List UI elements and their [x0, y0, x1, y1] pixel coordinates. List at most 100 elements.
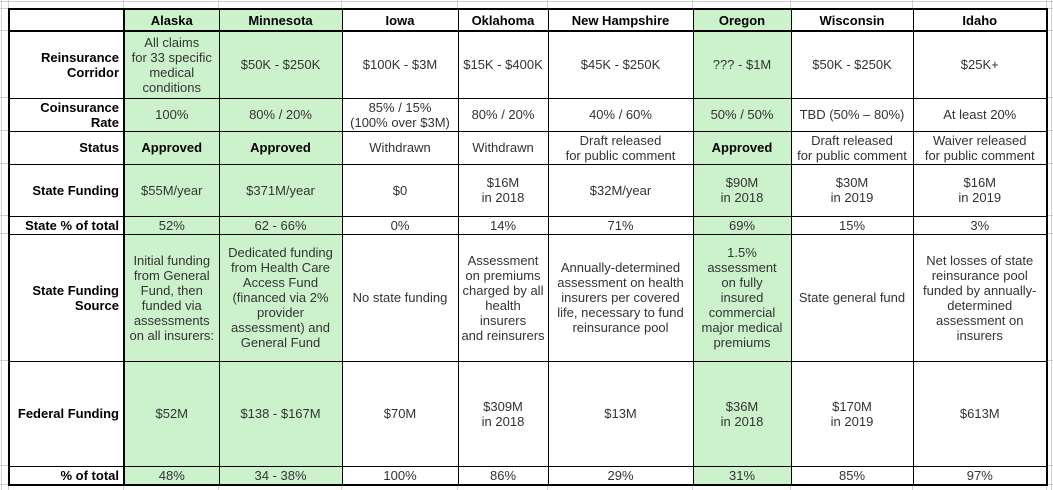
gridline-stub	[1048, 130, 1053, 131]
column-header-alaska[interactable]: Alaska	[123, 8, 220, 32]
cell-state-funding-source-oregon[interactable]: 1.5% assessment on fully insured commerc…	[692, 233, 792, 362]
cell-coinsurance-rate-minnesota[interactable]: 80% / 20%	[218, 97, 343, 132]
cell-status-oklahoma[interactable]: Withdrawn	[457, 130, 549, 165]
gridline-stub	[0, 163, 8, 164]
cell-reinsurance-corridor-new-hampshire[interactable]: $45K - $250K	[547, 30, 694, 99]
gridline-stub	[341, 0, 342, 8]
column-header-minnesota[interactable]: Minnesota	[218, 8, 343, 32]
cell-pct-of-total-alaska[interactable]: 48%	[123, 465, 220, 486]
cell-state-pct-of-total-iowa[interactable]: 0%	[341, 215, 459, 235]
column-header-oregon[interactable]: Oregon	[692, 8, 792, 32]
cell-coinsurance-rate-oklahoma[interactable]: 80% / 20%	[457, 97, 549, 132]
cell-state-funding-minnesota[interactable]: $371M/year	[218, 163, 343, 217]
cell-coinsurance-rate-oregon[interactable]: 50% / 50%	[692, 97, 792, 132]
cell-federal-funding-wisconsin[interactable]: $170M in 2019	[790, 360, 914, 467]
row-label-state-funding-source[interactable]: State Funding Source	[8, 233, 125, 362]
gridline-stub	[1046, 0, 1047, 8]
cell-state-funding-idaho[interactable]: $16M in 2019	[912, 163, 1048, 217]
gridline-stub	[457, 0, 458, 8]
cell-reinsurance-corridor-idaho[interactable]: $25K+	[912, 30, 1048, 99]
cell-pct-of-total-oregon[interactable]: 31%	[692, 465, 792, 486]
column-header-wisconsin[interactable]: Wisconsin	[790, 8, 914, 32]
cell-state-funding-source-oklahoma[interactable]: Assessment on premiums charged by all he…	[457, 233, 549, 362]
row-label-pct-of-total[interactable]: % of total	[8, 465, 125, 486]
column-header-iowa[interactable]: Iowa	[341, 8, 459, 32]
cell-reinsurance-corridor-iowa[interactable]: $100K - $3M	[341, 30, 459, 99]
cell-federal-funding-minnesota[interactable]: $138 - $167M	[218, 360, 343, 467]
cell-state-funding-source-new-hampshire[interactable]: Annually-determined assessment on health…	[547, 233, 694, 362]
cell-state-pct-of-total-alaska[interactable]: 52%	[123, 215, 220, 235]
cell-status-minnesota[interactable]: Approved	[218, 130, 343, 165]
gridline-stub	[0, 8, 8, 9]
cell-status-alaska[interactable]: Approved	[123, 130, 220, 165]
cell-state-funding-source-minnesota[interactable]: Dedicated funding from Health Care Acces…	[218, 233, 343, 362]
cell-state-funding-new-hampshire[interactable]: $32M/year	[547, 163, 694, 217]
cell-coinsurance-rate-alaska[interactable]: 100%	[123, 97, 220, 132]
row-label-state-pct-of-total[interactable]: State % of total	[8, 215, 125, 235]
table-row-state-funding: State Funding $55M/year $371M/year $0 $16M i…	[8, 163, 1048, 217]
cell-pct-of-total-iowa[interactable]: 100%	[341, 465, 459, 486]
gridline-stub	[1046, 486, 1047, 490]
cell-federal-funding-oklahoma[interactable]: $309M in 2018	[457, 360, 549, 467]
row-label-federal-funding[interactable]: Federal Funding	[8, 360, 125, 467]
table-row-state-funding-source: State Funding Source Initial funding from…	[8, 233, 1048, 362]
gridline-stub	[1048, 163, 1053, 164]
cell-status-wisconsin[interactable]: Draft released for public comment	[790, 130, 914, 165]
column-header-oklahoma[interactable]: Oklahoma	[457, 8, 549, 32]
cell-coinsurance-rate-new-hampshire[interactable]: 40% / 60%	[547, 97, 694, 132]
gridline-stub	[1048, 8, 1053, 9]
cell-status-new-hampshire[interactable]: Draft released for public comment	[547, 130, 694, 165]
cell-state-funding-source-wisconsin[interactable]: State general fund	[790, 233, 914, 362]
gridline-stub	[1048, 215, 1053, 216]
cell-state-funding-source-idaho[interactable]: Net losses of state reinsurance pool fun…	[912, 233, 1048, 362]
cell-state-funding-wisconsin[interactable]: $30M in 2019	[790, 163, 914, 217]
cell-pct-of-total-new-hampshire[interactable]: 29%	[547, 465, 694, 486]
row-label-state-funding[interactable]: State Funding	[8, 163, 125, 217]
cell-reinsurance-corridor-oklahoma[interactable]: $15K - $400K	[457, 30, 549, 99]
cell-state-pct-of-total-oklahoma[interactable]: 14%	[457, 215, 549, 235]
row-label-reinsurance-corridor[interactable]: Reinsurance Corridor	[8, 30, 125, 99]
gridline-stub	[0, 30, 8, 31]
cell-reinsurance-corridor-minnesota[interactable]: $50K - $250K	[218, 30, 343, 99]
row-label-coinsurance-rate[interactable]: Coinsurance Rate	[8, 97, 125, 132]
cell-reinsurance-corridor-alaska[interactable]: All claims for 33 specific medical condi…	[123, 30, 220, 99]
corner-cell[interactable]	[8, 8, 125, 32]
column-header-idaho[interactable]: Idaho	[912, 8, 1048, 32]
cell-reinsurance-corridor-oregon[interactable]: ??? - $1M	[692, 30, 792, 99]
cell-state-pct-of-total-oregon[interactable]: 69%	[692, 215, 792, 235]
cell-state-pct-of-total-wisconsin[interactable]: 15%	[790, 215, 914, 235]
cell-status-iowa[interactable]: Withdrawn	[341, 130, 459, 165]
row-label-status[interactable]: Status	[8, 130, 125, 165]
cell-pct-of-total-wisconsin[interactable]: 85%	[790, 465, 914, 486]
cell-coinsurance-rate-wisconsin[interactable]: TBD (50% – 80%)	[790, 97, 914, 132]
cell-state-pct-of-total-idaho[interactable]: 3%	[912, 215, 1048, 235]
cell-reinsurance-corridor-wisconsin[interactable]: $50K - $250K	[790, 30, 914, 99]
cell-coinsurance-rate-idaho[interactable]: At least 20%	[912, 97, 1048, 132]
cell-state-pct-of-total-new-hampshire[interactable]: 71%	[547, 215, 694, 235]
cell-pct-of-total-minnesota[interactable]: 34 - 38%	[218, 465, 343, 486]
cell-federal-funding-new-hampshire[interactable]: $13M	[547, 360, 694, 467]
cell-federal-funding-oregon[interactable]: $36M in 2018	[692, 360, 792, 467]
cell-state-funding-oklahoma[interactable]: $16M in 2018	[457, 163, 549, 217]
cell-state-funding-source-iowa[interactable]: No state funding	[341, 233, 459, 362]
cell-state-pct-of-total-minnesota[interactable]: 62 - 66%	[218, 215, 343, 235]
gridline-stub	[790, 0, 791, 8]
table-row-status: Status Approved Approved Withdrawn Withdrawn…	[8, 130, 1048, 165]
cell-coinsurance-rate-iowa[interactable]: 85% / 15% (100% over $3M)	[341, 97, 459, 132]
cell-pct-of-total-idaho[interactable]: 97%	[912, 465, 1048, 486]
gridline-stub	[1048, 97, 1053, 98]
cell-state-funding-iowa[interactable]: $0	[341, 163, 459, 217]
cell-state-funding-oregon[interactable]: $90M in 2018	[692, 163, 792, 217]
column-header-new-hampshire[interactable]: New Hampshire	[547, 8, 694, 32]
cell-federal-funding-iowa[interactable]: $70M	[341, 360, 459, 467]
gridline-stub	[0, 130, 8, 131]
cell-status-oregon[interactable]: Approved	[692, 130, 792, 165]
cell-state-funding-alaska[interactable]: $55M/year	[123, 163, 220, 217]
cell-federal-funding-idaho[interactable]: $613M	[912, 360, 1048, 467]
cell-state-funding-source-alaska[interactable]: Initial funding from General Fund, then …	[123, 233, 220, 362]
cell-pct-of-total-oklahoma[interactable]: 86%	[457, 465, 549, 486]
cell-status-idaho[interactable]: Waiver released for public comment	[912, 130, 1048, 165]
cell-federal-funding-alaska[interactable]: $52M	[123, 360, 220, 467]
gridline-stub	[692, 486, 693, 490]
